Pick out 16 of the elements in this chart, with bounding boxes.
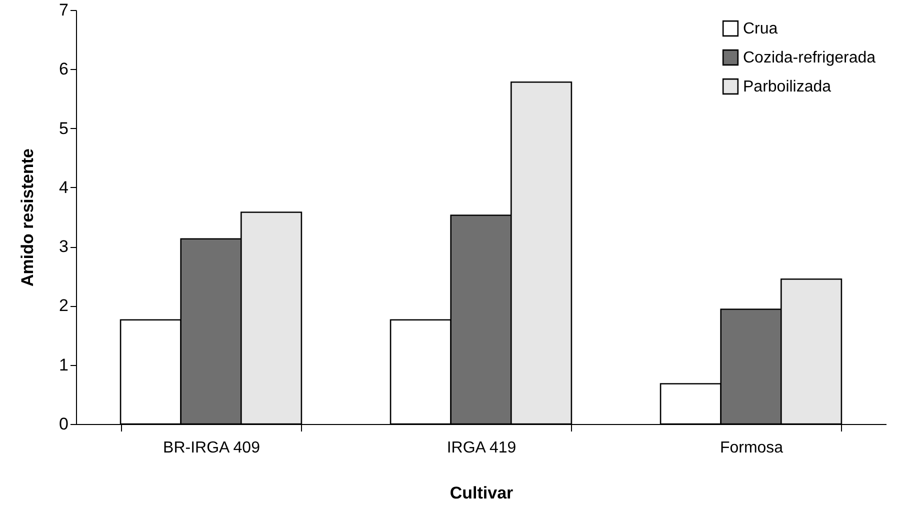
legend-label: Cozida-refrigerada	[743, 50, 876, 66]
y-tick-label: 3	[59, 237, 68, 256]
y-tick-label: 4	[59, 178, 68, 197]
y-tick-label: 7	[59, 0, 68, 20]
x-tick-label: Formosa	[720, 440, 784, 456]
y-tick-label: 1	[59, 355, 68, 374]
x-axis-title: Cultivar	[450, 484, 514, 502]
x-tick-label: BR-IRGA 409	[163, 440, 260, 456]
y-axis-title: Amido resistente	[18, 148, 38, 286]
y-tick-label: 5	[59, 118, 68, 138]
legend-label: Parboilizada	[743, 78, 832, 96]
legend-label: Crua	[743, 20, 778, 38]
y-tick-label: 2	[59, 296, 68, 316]
y-tick-label: 0	[59, 414, 68, 434]
y-tick-label: 6	[59, 60, 68, 79]
x-tick-label: IRGA 419	[446, 440, 516, 456]
